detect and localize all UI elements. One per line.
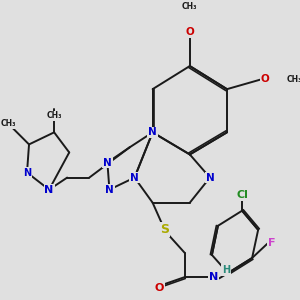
Text: CH₃: CH₃ [1,119,16,128]
Text: N: N [103,158,112,167]
Text: CH₃: CH₃ [182,2,198,10]
Text: N: N [23,168,31,178]
Text: N: N [44,184,54,195]
Text: N: N [130,172,139,183]
Text: O: O [185,27,194,37]
Text: O: O [260,74,269,84]
Text: N: N [105,184,114,195]
Text: CH₃: CH₃ [287,75,300,84]
Text: CH₃: CH₃ [46,111,62,120]
Text: F: F [268,238,276,248]
Text: S: S [160,223,169,236]
Text: N: N [206,172,214,183]
Text: Cl: Cl [236,190,248,200]
Text: N: N [208,272,218,282]
Text: N: N [148,128,157,137]
Text: H: H [222,265,230,275]
Text: O: O [154,283,164,293]
